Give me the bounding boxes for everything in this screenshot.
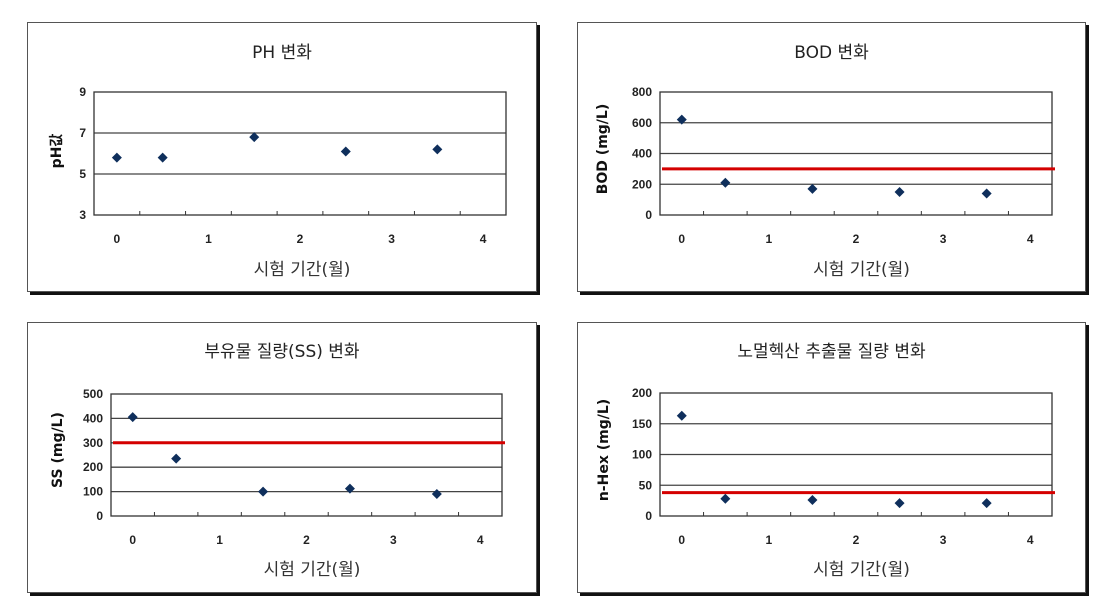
chart-panel-nhex: 노멀헥산 추출물 질량 변화 n-Hex (mg/L) 0 50 100 150 200… (577, 322, 1086, 593)
data-point-diamond-icon (981, 498, 992, 509)
chart-title: BOD 변화 (794, 43, 869, 63)
x-tick-label: 0 (678, 533, 685, 547)
y-tick-label: 200 (632, 386, 652, 400)
plot-border (659, 91, 1053, 216)
y-tick-label: 0 (96, 509, 103, 523)
x-tick-label: 3 (390, 533, 397, 547)
y-tick-label: 400 (83, 411, 103, 425)
data-point-diamond-icon (249, 132, 260, 143)
chart-panel-bod: BOD 변화 BOD (mg/L) 0 200 400 600 800 0 1 2 3 4 시험 … (577, 22, 1086, 292)
x-tick-label: 2 (297, 232, 304, 246)
x-axis-label: 시험 기간(월) (813, 260, 910, 280)
x-tick-label: 3 (940, 533, 947, 547)
data-point-diamond-icon (157, 152, 168, 163)
y-tick-label: 500 (83, 387, 103, 401)
data-point-diamond-icon (807, 183, 818, 194)
data-point-diamond-icon (807, 495, 818, 506)
chart-title: 부유물 질량(SS) 변화 (204, 342, 360, 362)
y-tick-label: 800 (632, 85, 652, 99)
data-point-diamond-icon (258, 486, 269, 497)
plot-border (93, 91, 507, 216)
data-point-diamond-icon (432, 144, 443, 155)
chart-panel-ss: 부유물 질량(SS) 변화 SS (mg/L) 0 100 200 300 400 500… (27, 322, 537, 593)
x-tick-label: 2 (303, 533, 310, 547)
y-tick-label: 5 (79, 167, 86, 181)
x-tick-label: 3 (940, 232, 947, 246)
y-tick-label: 300 (83, 436, 103, 450)
y-tick-label: 200 (632, 177, 652, 191)
y-tick-label: 50 (639, 478, 653, 492)
data-point-diamond-icon (127, 412, 138, 423)
data-point-diamond-icon (344, 483, 355, 494)
x-tick-label: 1 (766, 232, 773, 246)
plot-border (110, 393, 503, 517)
y-tick-label: 0 (645, 509, 652, 523)
y-tick-label: 3 (79, 208, 86, 222)
x-tick-label: 1 (216, 533, 223, 547)
plot-area: 0 50 100 150 200 0 1 2 3 4 (632, 386, 1055, 547)
x-tick-label: 0 (678, 232, 685, 246)
y-tick-label: 200 (83, 460, 103, 474)
data-point-diamond-icon (171, 453, 182, 464)
chart-title: 노멀헥산 추출물 질량 변화 (737, 342, 926, 362)
plot-area: 0 200 400 600 800 0 1 2 3 4 (632, 85, 1055, 246)
x-axis-label: 시험 기간(월) (263, 560, 361, 580)
plot-border (659, 392, 1053, 517)
x-tick-label: 4 (477, 533, 484, 547)
data-point-diamond-icon (894, 498, 905, 509)
x-tick-label: 1 (766, 533, 773, 547)
data-point-diamond-icon (111, 152, 122, 163)
y-tick-label: 100 (83, 485, 103, 499)
x-tick-label: 2 (853, 232, 860, 246)
plot-area: 3 5 7 9 0 1 2 3 4 (79, 85, 507, 246)
data-point-diamond-icon (431, 489, 442, 500)
plot-area: 0 100 200 300 400 500 0 1 2 3 4 (83, 387, 505, 547)
y-tick-label: 400 (632, 147, 652, 161)
x-axis-label: 시험 기간(월) (813, 560, 910, 580)
x-tick-label: 1 (205, 232, 212, 246)
y-tick-label: 7 (79, 126, 86, 140)
y-tick-label: 150 (632, 417, 652, 431)
x-tick-label: 4 (1027, 533, 1034, 547)
data-point-diamond-icon (676, 114, 687, 125)
data-point-diamond-icon (894, 186, 905, 197)
x-tick-label: 2 (853, 533, 860, 547)
y-tick-label: 0 (645, 208, 652, 222)
x-tick-label: 3 (388, 232, 395, 246)
x-axis-label: 시험 기간(월) (253, 260, 351, 280)
x-tick-label: 4 (1027, 232, 1034, 246)
x-tick-label: 0 (114, 232, 121, 246)
x-tick-label: 0 (129, 533, 136, 547)
data-point-diamond-icon (720, 493, 731, 504)
data-point-diamond-icon (340, 146, 351, 157)
data-point-diamond-icon (981, 188, 992, 199)
y-tick-label: 600 (632, 116, 652, 130)
data-point-diamond-icon (676, 410, 687, 421)
x-tick-label: 4 (480, 232, 487, 246)
data-point-diamond-icon (720, 177, 731, 188)
y-tick-label: 9 (79, 85, 86, 99)
chart-title: PH 변화 (252, 43, 312, 63)
y-tick-label: 100 (632, 448, 652, 462)
